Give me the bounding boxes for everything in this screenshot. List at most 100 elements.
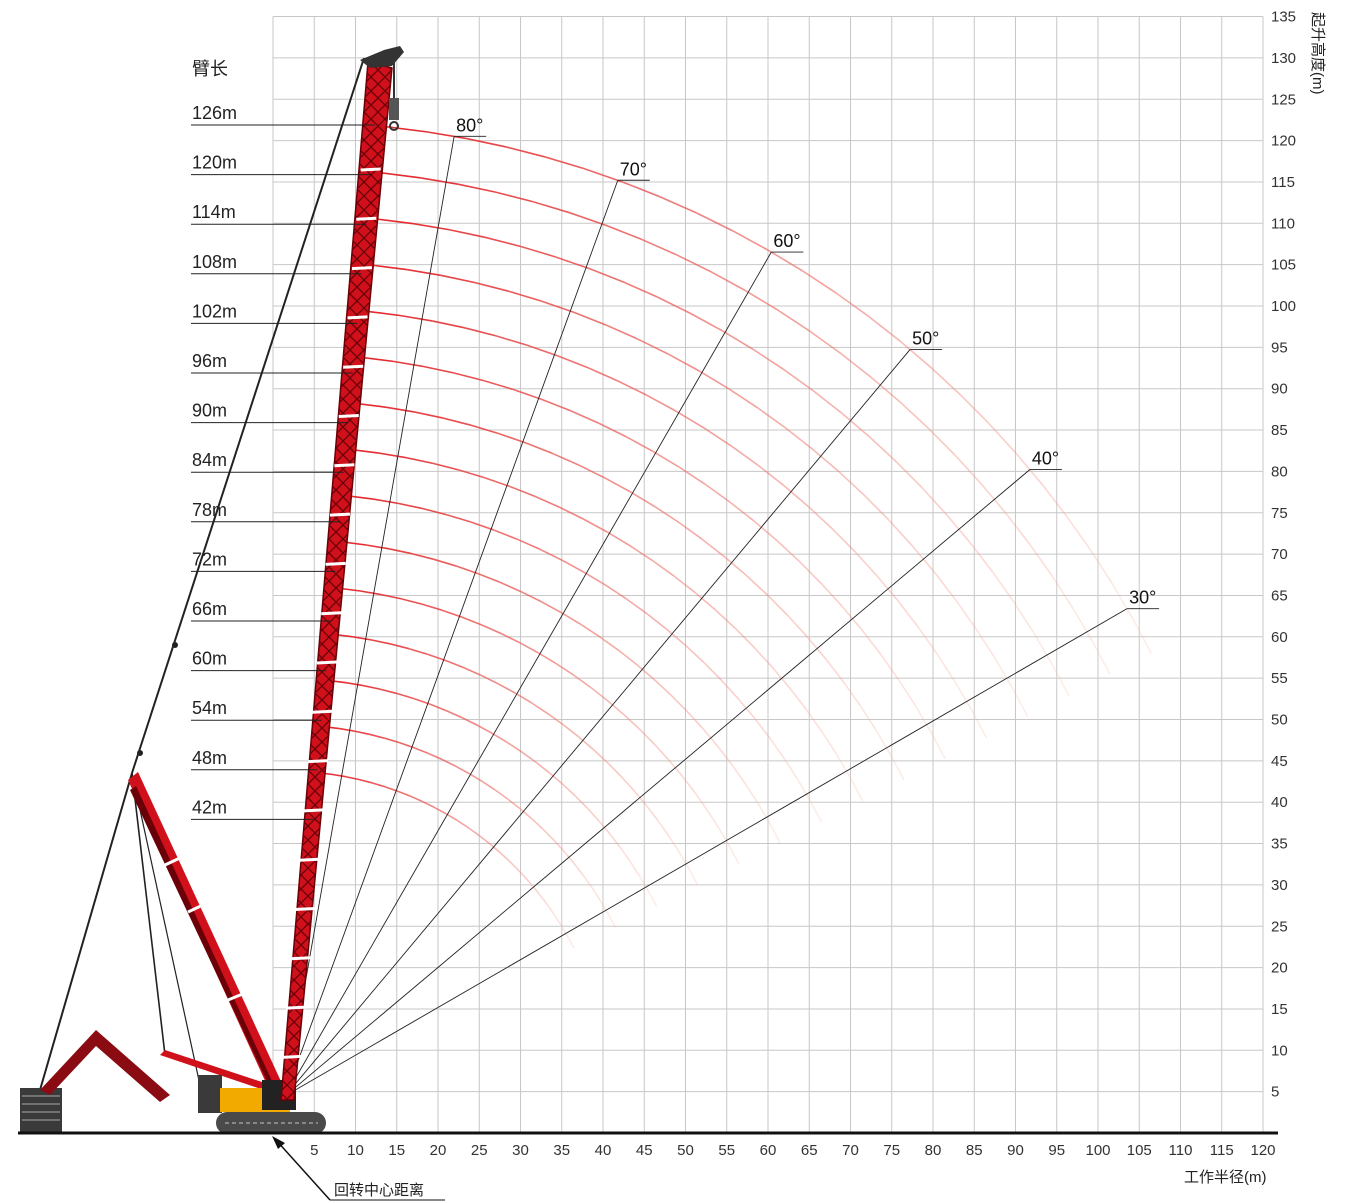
height-curve-segment	[393, 360, 424, 368]
height-curve-segment	[384, 737, 400, 744]
height-curve-segment	[715, 609, 737, 630]
height-curve-segment	[1131, 617, 1153, 654]
height-curve-segment	[432, 462, 459, 471]
height-curve-segment	[540, 600, 562, 614]
height-curve-segment	[569, 409, 599, 424]
height-curve-segment	[507, 798, 521, 809]
hook-icon	[389, 121, 399, 131]
axes: 5 10 15 20 25 30 35 40 45 50 55 60 65 70 75 80 85 90 95 100…	[310, 9, 1296, 1159]
height-curve-segment	[921, 487, 948, 516]
boom-length-label: 126m	[192, 103, 237, 123]
height-curve-segment	[599, 636, 620, 652]
height-curve-segment	[969, 542, 993, 572]
height-curve-segment	[777, 309, 811, 332]
height-curve-segment	[618, 649, 638, 666]
height-curve-segment	[863, 494, 889, 521]
y-tick-label: 20	[1271, 960, 1288, 977]
height-curve-segment	[807, 505, 833, 530]
boom-length-label: 102m	[192, 301, 237, 321]
height-curve-segment	[801, 270, 837, 294]
height-curve-segment	[413, 746, 429, 754]
y-tick-label: 110	[1271, 215, 1295, 232]
height-curve-segment	[927, 427, 956, 457]
height-curve-segment	[369, 733, 385, 739]
height-curve-segment	[555, 662, 575, 676]
height-curve-segment	[638, 728, 655, 745]
height-curve-segment	[933, 571, 956, 600]
height-curve-segment	[1089, 548, 1113, 584]
height-curve-segment	[656, 296, 691, 314]
x-tick-label: 15	[388, 1142, 405, 1159]
y-tick-label: 85	[1271, 422, 1288, 439]
height-curve-segment	[782, 756, 798, 779]
height-curve-segment	[480, 674, 499, 685]
height-curve-segment	[753, 520, 778, 542]
mast-backstay-line	[131, 772, 166, 1056]
height-curve-segment	[842, 681, 861, 706]
height-curve-segment	[519, 807, 532, 819]
height-curve-segment	[371, 782, 386, 788]
height-curve-segment	[578, 464, 605, 479]
height-curve-segment	[514, 692, 532, 704]
height-curve-segment	[757, 464, 784, 486]
height-curve-segment	[811, 448, 840, 473]
height-curve-segment	[678, 466, 706, 485]
height-curve-segment	[500, 852, 511, 863]
height-curve-segment	[599, 900, 609, 915]
height-curve-segment	[632, 789, 647, 806]
height-curve-segment	[1091, 640, 1111, 675]
height-curve-segment	[512, 388, 542, 401]
crane-illustration	[20, 46, 404, 1134]
height-curve-segment	[895, 461, 923, 489]
height-curve-segment	[623, 713, 640, 730]
x-tick-label: 105	[1127, 1142, 1152, 1159]
height-curve-segment	[835, 292, 870, 318]
height-curve-segment	[724, 556, 748, 577]
height-curve-segment	[1041, 483, 1068, 517]
height-curve-segment	[506, 741, 522, 753]
height-curve-segment	[702, 728, 719, 747]
height-curve-segment	[547, 712, 564, 726]
height-curve-segment	[497, 683, 516, 694]
height-curve-segment	[629, 545, 653, 562]
height-curve-segment	[463, 666, 482, 677]
y-tick-label: 90	[1271, 381, 1288, 398]
slewing-center-label: 回转中心距离	[334, 1182, 424, 1199]
height-curve-segment	[484, 236, 521, 248]
boom-section-joint	[294, 907, 316, 911]
height-curve-segment	[820, 583, 843, 607]
x-tick-label: 70	[842, 1142, 859, 1159]
boom-length-label: 120m	[192, 153, 237, 173]
boom-section-joint	[334, 463, 355, 468]
height-curve-segment	[357, 402, 387, 409]
height-curve-segment	[668, 353, 700, 372]
height-curve-segment	[345, 681, 364, 687]
height-curve-segment	[409, 795, 423, 803]
height-curve-segment	[744, 783, 759, 804]
y-tick-label: 115	[1271, 174, 1295, 191]
height-curve-segment	[805, 708, 823, 732]
height-curve-segment	[1050, 574, 1074, 608]
height-curve-segment	[717, 745, 733, 766]
height-curve-segment	[505, 146, 546, 158]
height-curve-segment	[653, 743, 669, 760]
height-curve-segment	[396, 692, 414, 700]
height-curve-segment	[534, 495, 560, 508]
height-curve-segment	[706, 809, 719, 828]
height-curve-segment	[651, 559, 675, 577]
height-curve-segment	[654, 505, 680, 523]
height-curve-segment	[809, 330, 842, 355]
main-boom	[280, 61, 393, 1101]
height-curve-segment	[897, 678, 916, 706]
x-tick-label: 30	[512, 1142, 529, 1159]
y-tick-label: 65	[1271, 587, 1288, 604]
height-curve-segment	[592, 748, 608, 763]
height-curve-segment	[493, 529, 518, 540]
height-curve-segment	[641, 238, 677, 256]
height-curve-segment	[461, 616, 482, 626]
boom-section-joint	[356, 216, 377, 221]
boom-angle-label: 80°	[456, 115, 483, 135]
height-curve-segment	[606, 761, 621, 777]
height-curve-segment	[532, 200, 570, 214]
height-curve-segment	[359, 590, 381, 596]
